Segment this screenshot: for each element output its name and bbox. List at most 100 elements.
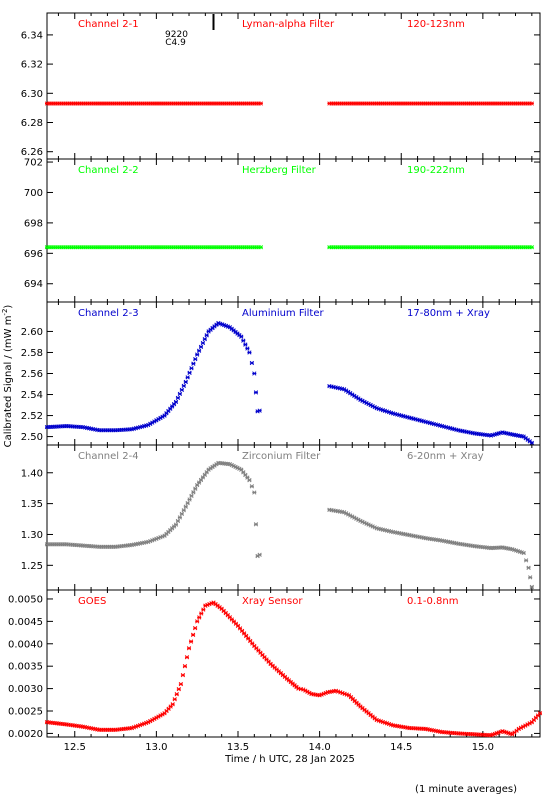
data-point bbox=[181, 508, 186, 513]
y-tick-label: 6.26 bbox=[21, 147, 43, 158]
y-tick-label: 0.0050 bbox=[8, 594, 43, 605]
data-point bbox=[186, 646, 192, 651]
data-series bbox=[44, 101, 534, 106]
data-point bbox=[241, 338, 246, 343]
x-tick-label: 13.0 bbox=[145, 742, 167, 753]
y-tick-label: 696 bbox=[24, 249, 43, 260]
data-point bbox=[537, 711, 543, 716]
data-point bbox=[521, 550, 526, 556]
data-point bbox=[201, 607, 206, 612]
data-point bbox=[179, 511, 184, 517]
data-point bbox=[202, 336, 207, 342]
x-tick-label: 14.0 bbox=[308, 742, 330, 753]
data-point bbox=[183, 504, 188, 509]
data-point bbox=[529, 101, 534, 106]
panel-4: 1.25 1.30 1.35 1.40 Channel 2-4 Zirconium Fil… bbox=[21, 444, 541, 591]
y-tick-label: 700 bbox=[24, 188, 43, 199]
x-tick-label: 13.5 bbox=[227, 742, 249, 753]
data-point bbox=[200, 340, 206, 346]
data-point bbox=[249, 360, 255, 366]
data-point bbox=[528, 575, 533, 580]
data-point bbox=[176, 687, 181, 692]
panel-filter-label: Zirconium Filter bbox=[242, 451, 321, 462]
data-point bbox=[177, 515, 183, 520]
x-tick-label: 15.0 bbox=[472, 742, 494, 753]
y-tick-label: 0.0035 bbox=[8, 662, 43, 673]
data-point bbox=[187, 370, 192, 375]
y-tick-label: 0.0020 bbox=[8, 729, 43, 740]
y-axis-label-close: ) bbox=[3, 305, 14, 309]
y-axis-label-text: Calibrated Signal / (mW m bbox=[3, 316, 14, 448]
y-tick-label: 1.35 bbox=[21, 499, 43, 510]
panel-frame bbox=[46, 444, 541, 591]
y-tick-label: 6.32 bbox=[21, 60, 43, 71]
data-point bbox=[178, 681, 184, 687]
y-tick-label: 2.60 bbox=[21, 327, 43, 338]
panel-filter-label: Xray Sensor bbox=[242, 596, 303, 607]
y-axis-label-superscript: -2 bbox=[1, 309, 9, 316]
data-point bbox=[173, 522, 179, 527]
data-point bbox=[257, 552, 262, 557]
data-point bbox=[252, 371, 257, 376]
data-point bbox=[197, 615, 202, 620]
data-point bbox=[187, 497, 192, 502]
panel-band-label: 190-222nm bbox=[407, 165, 465, 176]
x-tick-label: 12.5 bbox=[64, 742, 86, 753]
data-point bbox=[253, 522, 259, 527]
data-point bbox=[183, 379, 188, 385]
y-tick-label: 698 bbox=[24, 218, 43, 229]
panel-frame bbox=[46, 301, 541, 446]
data-series bbox=[44, 245, 534, 250]
data-point bbox=[249, 484, 255, 489]
y-tick-label: 1.25 bbox=[21, 561, 43, 572]
x-tick-label: 14.5 bbox=[390, 742, 412, 753]
footnote: (1 minute averages) bbox=[415, 784, 517, 795]
panel-frame bbox=[46, 158, 541, 303]
y-tick-label: 0.0030 bbox=[8, 684, 43, 695]
data-point bbox=[239, 334, 244, 339]
panel-band-label: 0.1-0.8nm bbox=[407, 596, 459, 607]
data-point bbox=[177, 391, 183, 397]
panel-band-label: 6-20nm + Xray bbox=[407, 451, 484, 462]
data-point bbox=[191, 361, 196, 366]
panel-5: 0.0020 0.0025 0.0030 0.0035 0.0040 0.0045 0.00… bbox=[8, 589, 543, 740]
data-point bbox=[529, 245, 534, 250]
data-point bbox=[258, 101, 264, 106]
data-point bbox=[174, 692, 179, 697]
panel-1: 6.26 6.28 6.30 6.32 6.34 Channel 2-1 Lyman-alp… bbox=[21, 12, 541, 160]
panel-3: 2.50 2.52 2.54 2.56 2.58 2.60 Channel 2-3 Alumi… bbox=[21, 301, 541, 446]
panel-channel-label: GOES bbox=[78, 596, 106, 607]
panel-filter-label: Herzberg Filter bbox=[242, 165, 317, 176]
data-point bbox=[180, 672, 186, 678]
panel-band-label: 120-123nm bbox=[407, 19, 465, 30]
panel-channel-label: Channel 2-1 bbox=[78, 19, 139, 30]
data-point bbox=[170, 702, 175, 707]
panel-band-label: 17-80nm + Xray bbox=[407, 308, 490, 319]
data-point bbox=[204, 333, 209, 338]
y-tick-label: 0.0040 bbox=[8, 639, 43, 650]
y-tick-label: 2.56 bbox=[21, 369, 43, 380]
data-point bbox=[182, 664, 188, 669]
data-point bbox=[195, 619, 200, 624]
panel-frame bbox=[46, 12, 541, 160]
data-point bbox=[247, 478, 252, 483]
y-tick-label: 702 bbox=[24, 158, 43, 169]
y-tick-label: 2.50 bbox=[21, 432, 43, 443]
data-point bbox=[245, 346, 250, 351]
data-series bbox=[44, 600, 543, 738]
panel-channel-label: Channel 2-2 bbox=[78, 165, 139, 176]
data-point bbox=[185, 500, 190, 506]
data-point bbox=[184, 655, 190, 660]
y-axis-label: Calibrated Signal / (mW m-2) bbox=[1, 305, 14, 448]
data-point bbox=[190, 632, 196, 637]
panel-frame bbox=[46, 589, 541, 738]
data-series bbox=[44, 460, 534, 590]
y-tick-label: 694 bbox=[24, 279, 43, 290]
data-point bbox=[243, 342, 248, 347]
data-point bbox=[189, 493, 194, 499]
data-point bbox=[529, 584, 534, 590]
x-axis: 12.5 13.0 13.5 14.0 14.5 15.0 bbox=[64, 742, 494, 753]
panel-channel-label: Channel 2-3 bbox=[78, 308, 139, 319]
x-axis-label: Time / h UTC, 28 Jan 2025 bbox=[224, 754, 355, 765]
